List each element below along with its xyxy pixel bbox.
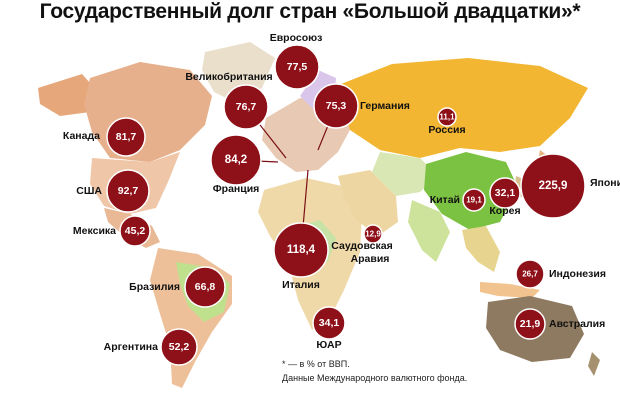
country-label-brazil: Бразилия <box>129 281 180 293</box>
debt-value-korea: 32,1 <box>495 187 516 199</box>
debt-bubble-china <box>462 188 486 212</box>
country-japan: 225,9 Япония <box>520 153 620 219</box>
country-russia: 11,1 Россия <box>428 107 466 136</box>
debt-value-australia: 21,9 <box>520 318 541 330</box>
debt-bubble-germany <box>313 83 359 129</box>
southeast-asia-shape <box>462 226 500 272</box>
debt-bubble-france <box>210 134 262 186</box>
country-label-argentina: Аргентина <box>104 341 158 353</box>
debt-bubble-saudi <box>363 224 383 244</box>
indonesia-shape <box>480 282 540 298</box>
debt-bubble-eu <box>274 44 320 90</box>
country-label-saudi: Саудовская Аравия <box>331 240 392 265</box>
country-label-uk: Великобритания <box>185 71 272 83</box>
debt-bubble-russia <box>437 107 457 127</box>
debt-value-indonesia: 26,7 <box>522 270 538 279</box>
bubbles-layer: 77,5 Евросоюз 76,7 Великобритания 75,3 Герман… <box>63 32 620 366</box>
debt-bubble-japan <box>520 153 586 219</box>
central-asia-shape <box>372 152 438 196</box>
page-title: Государственный долг стран «Большой двад… <box>39 0 581 23</box>
country-australia: 21,9 Австралия <box>514 308 605 340</box>
debt-value-sar: 34,1 <box>319 317 340 329</box>
debt-bubble-mexico <box>119 215 151 247</box>
debt-bubble-australia <box>514 308 546 340</box>
country-label-japan: Япония <box>590 177 620 189</box>
country-label-italy: Италия <box>282 279 320 291</box>
country-italy: 118,4 Италия <box>273 222 329 291</box>
debt-bubble-korea <box>489 177 521 209</box>
country-uk: 76,7 Великобритания <box>185 71 273 130</box>
debt-bubble-indonesia <box>515 259 545 289</box>
country-label-france: Франция <box>213 183 260 195</box>
debt-value-uk: 76,7 <box>236 101 257 113</box>
country-label-mexico: Мексика <box>73 225 116 237</box>
middle-east-shape <box>338 170 398 236</box>
debt-bubble-canada <box>106 117 146 157</box>
country-label-eu: Евросоюз <box>270 32 323 44</box>
debt-value-brazil: 66,8 <box>195 281 216 293</box>
country-label-russia: Россия <box>428 124 465 136</box>
country-sar: 34,1 ЮАР <box>312 306 346 351</box>
debt-bubble-italy <box>273 222 329 278</box>
source-note: Данные Международного валютного фонда. <box>282 373 468 383</box>
debt-value-china: 19,1 <box>466 196 482 205</box>
country-label-china: Китай <box>430 194 460 206</box>
debt-value-japan: 225,9 <box>539 180 568 192</box>
country-argentina: 52,2 Аргентина <box>104 328 198 366</box>
country-label-germany: Германия <box>360 100 410 112</box>
country-france: 84,2 Франция <box>210 134 262 195</box>
debt-value-germany: 75,3 <box>326 100 347 112</box>
india-shape <box>408 200 450 262</box>
country-label-korea: Корея <box>489 205 520 217</box>
debt-bubble-sar <box>312 306 346 340</box>
debt-bubble-usa <box>106 169 150 213</box>
debt-value-usa: 92,7 <box>118 185 139 197</box>
debt-bubble-brazil <box>184 266 226 308</box>
country-label-sar: ЮАР <box>316 339 341 351</box>
new-zealand-shape <box>588 352 600 376</box>
country-china: 19,1 Китай <box>430 188 486 212</box>
debt-value-argentina: 52,2 <box>169 341 190 353</box>
debt-value-mexico: 45,2 <box>125 225 146 237</box>
country-label-canada: Канада <box>63 130 100 142</box>
country-usa: 92,7 США <box>76 169 150 213</box>
debt-value-russia: 11,1 <box>439 113 455 122</box>
debt-value-italy: 118,4 <box>287 244 316 256</box>
country-indonesia: 26,7 Индонезия <box>515 259 606 289</box>
country-mexico: 45,2 Мексика <box>73 215 151 247</box>
alaska-shape <box>38 74 98 116</box>
debt-bubble-uk <box>223 84 269 130</box>
debt-value-eu: 77,5 <box>287 61 308 73</box>
country-germany: 75,3 Германия <box>313 83 410 129</box>
country-label-australia: Австралия <box>549 318 605 330</box>
country-canada: 81,7 Канада <box>63 117 146 157</box>
country-eu: 77,5 Евросоюз <box>270 32 323 90</box>
debt-bubble-argentina <box>160 328 198 366</box>
country-korea: 32,1 Корея <box>489 177 521 217</box>
debt-value-france: 84,2 <box>225 154 247 166</box>
footnote: * — в % от ВВП. <box>282 359 350 369</box>
country-brazil: 66,8 Бразилия <box>129 266 226 308</box>
country-label-usa: США <box>76 185 102 197</box>
debt-value-saudi: 12,9 <box>365 230 381 239</box>
russia-shape <box>336 58 588 158</box>
country-label-indonesia: Индонезия <box>549 268 606 280</box>
debt-value-canada: 81,7 <box>116 131 137 143</box>
